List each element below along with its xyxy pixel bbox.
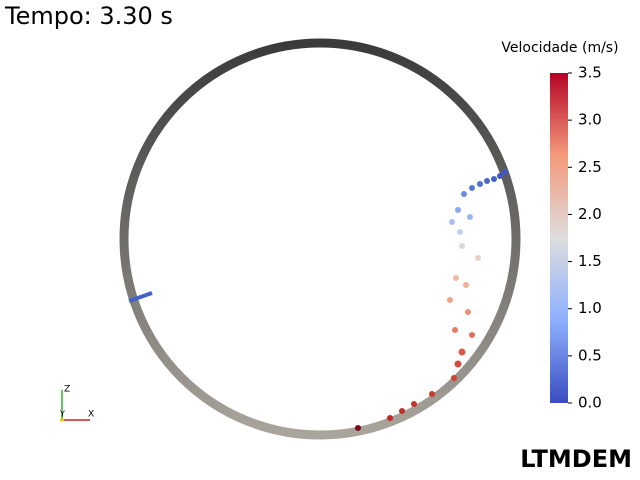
axes-triad: Z Y X: [59, 385, 94, 422]
particle: [429, 391, 435, 397]
particle-stick: [128, 291, 153, 303]
colorbar-tick-label: 2.5: [578, 158, 602, 176]
particle: [458, 348, 466, 356]
colorbar-title: Velocidade (m/s): [501, 40, 618, 56]
x-label: X: [88, 410, 94, 420]
z-label: Z: [64, 385, 70, 395]
logo: LTMDEM: [520, 445, 632, 473]
colorbar-tick-label: 0.5: [578, 346, 602, 364]
particle: [467, 214, 473, 220]
particle: [461, 191, 467, 197]
particle: [387, 415, 393, 421]
particle: [465, 309, 471, 315]
particle: [477, 181, 483, 187]
particle: [457, 229, 463, 235]
colorbar-tick-label: 2.0: [578, 205, 602, 223]
particle: [484, 178, 490, 184]
colorbar: [550, 73, 568, 403]
particle: [453, 275, 459, 281]
particle: [459, 243, 465, 249]
particle: [449, 219, 455, 225]
particle: [455, 207, 461, 213]
colorbar-tick-label: 1.0: [578, 299, 602, 317]
particle: [452, 327, 458, 333]
particle: [355, 425, 361, 431]
particle: [454, 360, 462, 368]
particle: [475, 255, 481, 261]
particle: [497, 173, 503, 179]
particle: [491, 176, 497, 182]
colorbar-tick-label: 1.5: [578, 252, 602, 270]
colorbar-tick-label: 0.0: [578, 394, 602, 412]
particle: [463, 282, 469, 288]
colorbar-tick-label: 3.5: [578, 64, 602, 82]
colorbar-tick-label: 3.0: [578, 111, 602, 129]
particles: [128, 169, 508, 431]
time-title: Tempo: 3.30 s: [4, 2, 173, 30]
particle: [469, 332, 475, 338]
particle: [469, 185, 475, 191]
particle: [447, 297, 453, 303]
y-label: Y: [59, 410, 65, 419]
particle: [451, 375, 457, 381]
particle: [399, 408, 405, 414]
particle: [411, 401, 417, 407]
particle: [502, 169, 508, 175]
drum: [119, 38, 521, 440]
